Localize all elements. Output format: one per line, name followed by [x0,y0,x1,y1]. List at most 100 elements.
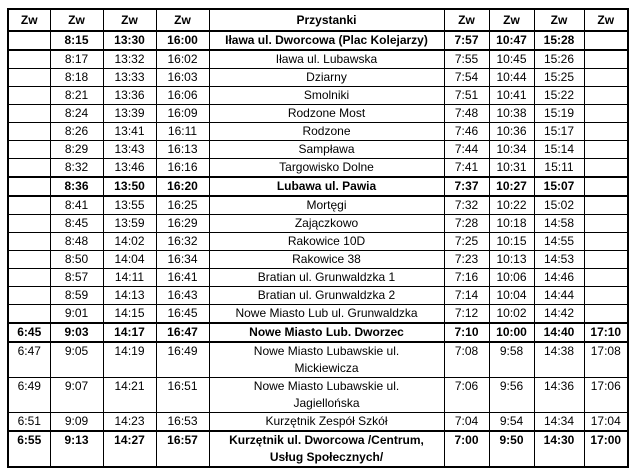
time-cell: 16:47 [155,322,210,343]
time-cell: 14:44 [533,286,585,305]
table-row: 8:21 13:36 16:06 Smolniki 7:51 10:41 15:22 [7,86,629,105]
time-cell: 8:45 [49,214,104,233]
time-cell: 14:53 [533,250,585,269]
time-cell: 10:15 [488,232,535,251]
stop-name-cell: Rakowice 10D [208,232,445,251]
stop-name-cell: Iława ul. Dworcowa (Plac Kolejarzy) [208,30,445,51]
time-cell: 10:22 [488,195,535,215]
time-cell: 16:16 [155,158,210,178]
time-cell: 14:27 [102,430,157,468]
time-cell: 13:33 [102,68,157,87]
column-header-zw-6: Zw [488,8,535,32]
time-cell: 16:41 [155,268,210,287]
time-cell: 8:24 [49,104,104,123]
time-cell: 15:17 [533,122,585,141]
time-cell: 13:30 [102,30,157,51]
column-header-zw-5: Zw [443,8,490,32]
time-cell [7,214,51,233]
time-cell: 10:38 [488,104,535,123]
time-cell: 10:41 [488,86,535,105]
time-cell [583,158,629,178]
column-header-zw-2: Zw [49,8,104,32]
time-cell: 7:32 [443,195,490,215]
time-cell: 7:46 [443,122,490,141]
time-cell [7,49,51,69]
time-cell: 16:45 [155,304,210,324]
time-cell [7,122,51,141]
time-cell: 7:16 [443,268,490,287]
time-cell: 16:00 [155,30,210,51]
time-cell: 16:09 [155,104,210,123]
stop-name-cell: Nowe Miasto Lub ul. Grunwaldzka [208,304,445,324]
time-cell [7,30,51,51]
stop-name-cell: Iława ul. Lubawska [208,49,445,69]
time-cell: 8:50 [49,250,104,269]
header-row: Zw Zw Zw Zw Przystanki Zw Zw Zw Zw [7,8,629,32]
time-cell: 13:59 [102,214,157,233]
time-cell [583,30,629,51]
time-cell: 17:04 [583,412,629,432]
time-cell: 6:49 [7,377,51,413]
time-cell: 14:38 [533,341,585,378]
table-row: 6:55 9:13 14:27 16:57 Kurzętnik ul. Dworcowa… [7,430,629,468]
time-cell: 7:41 [443,158,490,178]
time-cell: 10:36 [488,122,535,141]
column-header-zw-4: Zw [155,8,210,32]
column-header-zw-3: Zw [102,8,157,32]
time-cell: 13:39 [102,104,157,123]
stop-name-cell: Mortęgi [208,195,445,215]
time-cell [583,86,629,105]
time-cell [7,104,51,123]
table-row: 8:29 13:43 16:13 Sampława 7:44 10:34 15:14 [7,140,629,159]
time-cell [7,286,51,305]
time-cell: 15:25 [533,68,585,87]
time-cell: 15:02 [533,195,585,215]
time-cell [583,286,629,305]
time-cell: 7:25 [443,232,490,251]
table-row: 8:50 14:04 16:34 Rakowice 38 7:23 10:13 14:53 [7,250,629,269]
time-cell: 16:20 [155,176,210,197]
column-header-zw-7: Zw [533,8,585,32]
time-cell: 7:23 [443,250,490,269]
time-cell [583,140,629,159]
stop-name-cell: Smolniki [208,86,445,105]
time-cell: 14:58 [533,214,585,233]
time-cell: 10:00 [488,322,535,343]
time-cell: 9:54 [488,412,535,432]
time-cell: 7:12 [443,304,490,324]
stop-name-cell: Rakowice 38 [208,250,445,269]
table-row: 8:41 13:55 16:25 Mortęgi 7:32 10:22 15:02 [7,195,629,215]
time-cell [583,268,629,287]
time-cell [583,232,629,251]
time-cell: 14:21 [102,377,157,413]
stop-name-cell: Nowe Miasto Lubawskie ul. Mickiewicza [208,341,445,378]
time-cell: 16:57 [155,430,210,468]
stop-name-cell: Rodzone Most [208,104,445,123]
time-cell: 8:18 [49,68,104,87]
time-cell: 17:08 [583,341,629,378]
time-cell: 8:29 [49,140,104,159]
time-cell [7,158,51,178]
time-cell: 16:51 [155,377,210,413]
time-cell [7,176,51,197]
time-cell: 9:13 [49,430,104,468]
time-cell: 7:10 [443,322,490,343]
time-cell: 13:36 [102,86,157,105]
time-cell: 7:00 [443,430,490,468]
time-cell: 7:08 [443,341,490,378]
stop-name-cell: Bratian ul. Grunwaldzka 1 [208,268,445,287]
table-row: 6:49 9:07 14:21 16:51 Nowe Miasto Lubawskie … [7,377,629,413]
time-cell: 7:14 [443,286,490,305]
time-cell: 13:46 [102,158,157,178]
column-header-zw-1: Zw [7,8,51,32]
time-cell: 9:09 [49,412,104,432]
time-cell [583,68,629,87]
time-cell [583,122,629,141]
time-cell: 10:02 [488,304,535,324]
time-cell: 16:43 [155,286,210,305]
time-cell: 14:04 [102,250,157,269]
table-row: 8:15 13:30 16:00 Iława ul. Dworcowa (Plac K… [7,30,629,51]
column-header-zw-8: Zw [583,8,629,32]
time-cell: 14:02 [102,232,157,251]
